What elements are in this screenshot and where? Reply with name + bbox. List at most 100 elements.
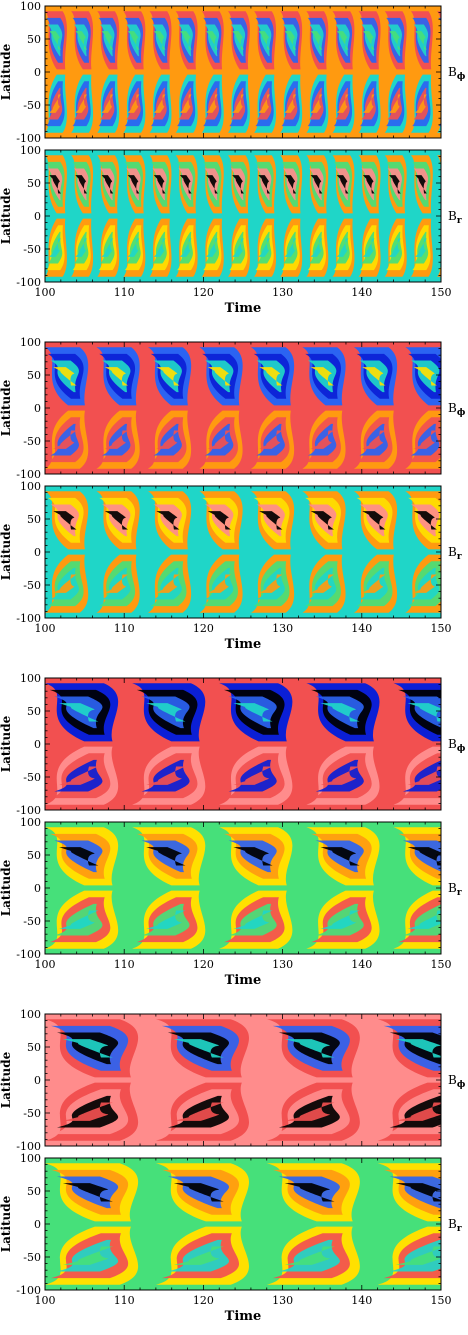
contour-band bbox=[336, 175, 349, 194]
contour-band bbox=[441, 94, 453, 112]
x-axis-label: Time bbox=[225, 973, 262, 988]
x-tick-label: 150 bbox=[431, 622, 452, 635]
contour-band bbox=[413, 430, 437, 449]
heatmap-area bbox=[45, 822, 441, 954]
contour-band bbox=[336, 238, 349, 257]
x-tick-label: 130 bbox=[272, 1294, 293, 1307]
panel-2: 100 50 0 -50 -100 Latitude Br 100 110 120 130 140 15… bbox=[0, 144, 468, 316]
contour-band bbox=[259, 367, 283, 386]
contour-band bbox=[207, 367, 231, 386]
heatmap-area bbox=[45, 678, 441, 810]
contour-band bbox=[206, 94, 218, 113]
y-tick-label: 50 bbox=[27, 513, 41, 526]
contour-band bbox=[104, 511, 128, 530]
field-label-subscript: ϕ bbox=[457, 72, 466, 82]
contour-band bbox=[233, 766, 273, 785]
equator-band bbox=[45, 1078, 441, 1082]
field-label: Br bbox=[448, 209, 462, 226]
contour-band bbox=[206, 175, 218, 194]
x-tick-label: 140 bbox=[351, 286, 372, 299]
contour-band bbox=[407, 847, 441, 866]
contour-band bbox=[457, 555, 468, 613]
contour-band bbox=[439, 262, 441, 264]
x-tick-label: 120 bbox=[193, 622, 214, 635]
y-axis-label: Latitude bbox=[0, 187, 13, 244]
field-label-subscript: ϕ bbox=[457, 408, 466, 418]
x-tick-label: 110 bbox=[114, 622, 135, 635]
contour-band bbox=[415, 238, 427, 257]
contour-band bbox=[310, 238, 323, 257]
x-axis-label: Time bbox=[225, 1309, 262, 1324]
equator-band bbox=[45, 406, 441, 410]
heatmap-area bbox=[45, 1158, 441, 1290]
contour-band bbox=[413, 574, 437, 593]
y-tick-label: 0 bbox=[34, 1074, 41, 1087]
field-label-subscript: r bbox=[457, 1224, 462, 1234]
contour-band bbox=[232, 175, 244, 194]
contour-band bbox=[463, 219, 468, 277]
x-tick-label: 120 bbox=[193, 1294, 214, 1307]
contour-band bbox=[465, 81, 468, 126]
contour-band bbox=[460, 354, 468, 399]
contour-band bbox=[362, 238, 375, 257]
y-tick-label: 0 bbox=[34, 1218, 41, 1231]
contour-band bbox=[362, 511, 386, 530]
contour-band bbox=[49, 238, 61, 257]
contour-band bbox=[173, 1039, 224, 1058]
contour-band bbox=[465, 225, 468, 270]
contour-band bbox=[53, 511, 77, 530]
y-tick-label: 100 bbox=[20, 144, 41, 157]
contour-band bbox=[104, 574, 128, 593]
contour-band bbox=[59, 766, 99, 785]
contour-band bbox=[362, 31, 375, 50]
x-axis-label: Time bbox=[225, 301, 262, 316]
panel-6: 100 50 0 -50 -100 Latitude Br 100 110 120 130 140 15… bbox=[0, 816, 462, 988]
contour-band bbox=[310, 511, 334, 530]
panel-7: 100 50 0 -50 -100 Latitude Bϕ bbox=[0, 1008, 466, 1153]
contour-band bbox=[233, 847, 273, 866]
y-tick-label: 50 bbox=[27, 849, 41, 862]
x-tick-label: 130 bbox=[272, 622, 293, 635]
x-tick-label: 100 bbox=[35, 622, 56, 635]
contour-band bbox=[146, 703, 186, 722]
x-tick-label: 120 bbox=[193, 286, 214, 299]
y-tick-label: 0 bbox=[34, 66, 41, 79]
contour-band bbox=[207, 574, 231, 593]
y-tick-label: -100 bbox=[16, 804, 41, 817]
contour-band bbox=[258, 238, 271, 257]
y-tick-label: -50 bbox=[23, 915, 41, 928]
y-tick-label: 0 bbox=[34, 882, 41, 895]
contour-band bbox=[232, 238, 244, 257]
contour-band bbox=[441, 238, 453, 256]
equator-band bbox=[45, 214, 441, 218]
contour-band bbox=[465, 18, 468, 63]
panel-3: 100 50 0 -50 -100 Latitude Bϕ bbox=[0, 336, 468, 481]
field-label: Br bbox=[448, 1217, 462, 1234]
contour-band bbox=[395, 1246, 441, 1265]
y-tick-label: -50 bbox=[23, 1107, 41, 1120]
contour-band bbox=[259, 574, 283, 593]
contour-band bbox=[101, 238, 114, 257]
heatmap-area bbox=[45, 1014, 441, 1146]
contour-band bbox=[320, 910, 360, 929]
contour-band bbox=[179, 238, 192, 257]
heatmap-area bbox=[45, 6, 468, 138]
contour-band bbox=[415, 31, 427, 50]
contour-band bbox=[362, 430, 386, 449]
contour-band bbox=[463, 75, 468, 133]
contour-band bbox=[395, 1039, 441, 1058]
y-axis-label: Latitude bbox=[0, 379, 13, 436]
contour-band bbox=[415, 175, 427, 194]
contour-band bbox=[463, 11, 468, 69]
heatmap-area bbox=[45, 486, 468, 618]
contour-band bbox=[173, 1102, 224, 1121]
contour-band bbox=[439, 118, 441, 120]
equator-band bbox=[45, 550, 441, 554]
contour-band bbox=[153, 175, 166, 194]
x-tick-label: 150 bbox=[431, 958, 452, 971]
heatmap-area bbox=[45, 342, 468, 474]
contour-band bbox=[49, 31, 61, 50]
contour-band bbox=[59, 910, 99, 929]
contour-band bbox=[173, 1183, 224, 1202]
